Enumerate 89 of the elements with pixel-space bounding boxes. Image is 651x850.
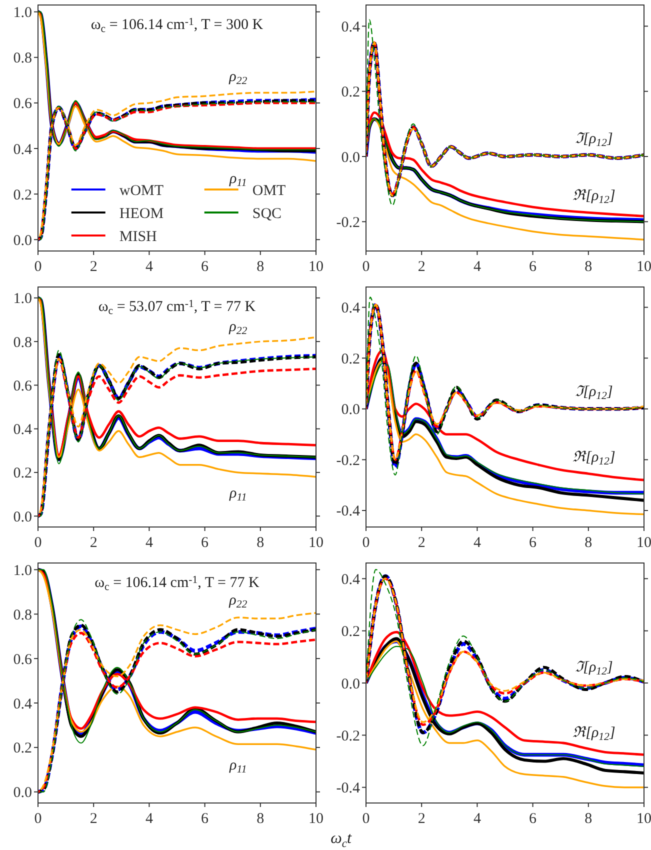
x-tick-label: 6	[529, 535, 538, 551]
x-tick-label: 6	[529, 811, 538, 827]
x-tick-label: 6	[201, 811, 210, 827]
x-tick-label: 8	[256, 259, 264, 275]
y-tick-label: -0.4	[336, 780, 360, 797]
y-tick-label: 1.0	[13, 5, 32, 22]
legend-label: SQC	[252, 206, 282, 222]
annotation: ρ$_{11}$	[228, 171, 247, 190]
y-tick-label: 1.0	[13, 562, 32, 579]
y-tick-label: 0.0	[341, 676, 360, 692]
y-tick-label: 0.6	[13, 96, 32, 112]
x-tick-label: 0	[362, 535, 370, 551]
y-tick-label: 0.8	[13, 334, 32, 351]
y-tick-label: 0.6	[13, 378, 32, 394]
y-tick-label: 0.2	[341, 624, 360, 640]
y-tick-label: -0.2	[336, 214, 360, 231]
x-tick-label: 8	[584, 535, 592, 551]
x-tick-label: 2	[418, 259, 426, 275]
y-tick-label: -0.2	[336, 452, 360, 469]
y-tick-label: 1.0	[13, 291, 32, 308]
annotation: ℑ[ρ$_{12}$]	[575, 384, 613, 402]
x-tick-label: 10	[636, 535, 651, 551]
x-tick-label: 8	[256, 535, 264, 551]
text: ω$_{c}$ = 106.14 cm$^{-1}$, T = 77 K	[94, 574, 260, 594]
text: ω$_{c}$ = 53.07 cm$^{-1}$, T = 77 K	[98, 298, 256, 318]
y-tick-label: 0.0	[13, 785, 32, 802]
x-tick-label: 4	[145, 259, 154, 275]
y-tick-label: -0.2	[336, 728, 360, 744]
x-tick-label: 2	[90, 535, 98, 551]
y-tick-label: 0.0	[13, 509, 32, 526]
x-tick-label: 8	[584, 259, 592, 275]
x-tick-label: 2	[90, 811, 98, 827]
x-tick-label: 4	[473, 811, 482, 827]
legend-label: OMT	[252, 182, 286, 199]
x-tick-label: 0	[362, 811, 370, 827]
y-tick-label: 0.4	[13, 422, 32, 438]
x-tick-label: 0	[34, 535, 42, 551]
x-axis-title: ω$_{c}$t	[330, 830, 352, 850]
annotation: ρ$_{11}$	[228, 486, 247, 504]
x-tick-label: 0	[34, 259, 42, 275]
y-tick-label: 0.4	[13, 142, 32, 158]
text: ω$_{c}$ = 106.14 cm$^{-1}$, T = 300 K	[90, 16, 264, 36]
y-tick-label: 0.0	[341, 150, 360, 166]
x-tick-label: 4	[145, 535, 154, 551]
y-tick-label: 0.4	[341, 300, 360, 317]
y-tick-label: 0.4	[341, 572, 360, 588]
y-tick-label: 0.0	[13, 232, 32, 249]
y-tick-label: 0.2	[13, 466, 32, 482]
y-tick-label: 0.2	[341, 84, 360, 101]
annotation: ℑ[ρ$_{12}$]	[575, 660, 613, 678]
x-tick-label: 8	[256, 811, 264, 827]
x-tick-label: 10	[636, 811, 651, 827]
x-tick-label: 0	[34, 811, 42, 827]
x-tick-label: 6	[529, 259, 538, 275]
annotation: ρ$_{22}$	[228, 592, 248, 611]
y-tick-label: 0.0	[341, 402, 360, 418]
y-tick-label: 0.4	[13, 696, 32, 712]
x-tick-label: 4	[145, 811, 154, 827]
legend-label: HEOM	[119, 206, 164, 222]
y-tick-label: 0.4	[341, 19, 360, 36]
x-tick-label: 10	[636, 259, 651, 275]
y-tick-label: 0.8	[13, 607, 32, 624]
y-tick-label: 0.2	[13, 740, 32, 757]
x-tick-label: 10	[308, 535, 324, 551]
annotation: ρ$_{22}$	[228, 68, 248, 88]
x-tick-label: 6	[201, 259, 210, 275]
x-tick-label: 6	[201, 535, 210, 551]
legend-label: MISH	[119, 228, 158, 245]
x-tick-label: 8	[584, 811, 592, 827]
annotation: ρ$_{11}$	[228, 757, 247, 776]
annotation: ℑ[ρ$_{12}$]	[575, 130, 613, 150]
x-tick-label: 10	[308, 811, 324, 827]
x-tick-label: 0	[362, 259, 370, 275]
y-tick-label: 0.2	[13, 187, 32, 204]
legend-label: wOMT	[119, 182, 164, 199]
x-tick-label: 2	[418, 811, 426, 827]
y-tick-label: 0.2	[341, 351, 360, 368]
annotation: ℜ[ρ$_{12}$]	[572, 188, 616, 206]
x-tick-label: 2	[90, 259, 98, 275]
y-tick-label: -0.4	[336, 504, 360, 520]
annotation: ℜ[ρ$_{12}$]	[572, 725, 616, 744]
annotation: ρ$_{22}$	[228, 318, 248, 338]
y-tick-label: 0.6	[13, 652, 32, 668]
x-tick-label: 4	[473, 259, 482, 275]
x-tick-label: 2	[418, 535, 426, 551]
y-tick-label: 0.8	[13, 50, 32, 67]
x-tick-label: 4	[473, 535, 482, 551]
x-tick-label: 10	[308, 259, 324, 275]
annotation: ℜ[ρ$_{12}$]	[572, 450, 616, 468]
